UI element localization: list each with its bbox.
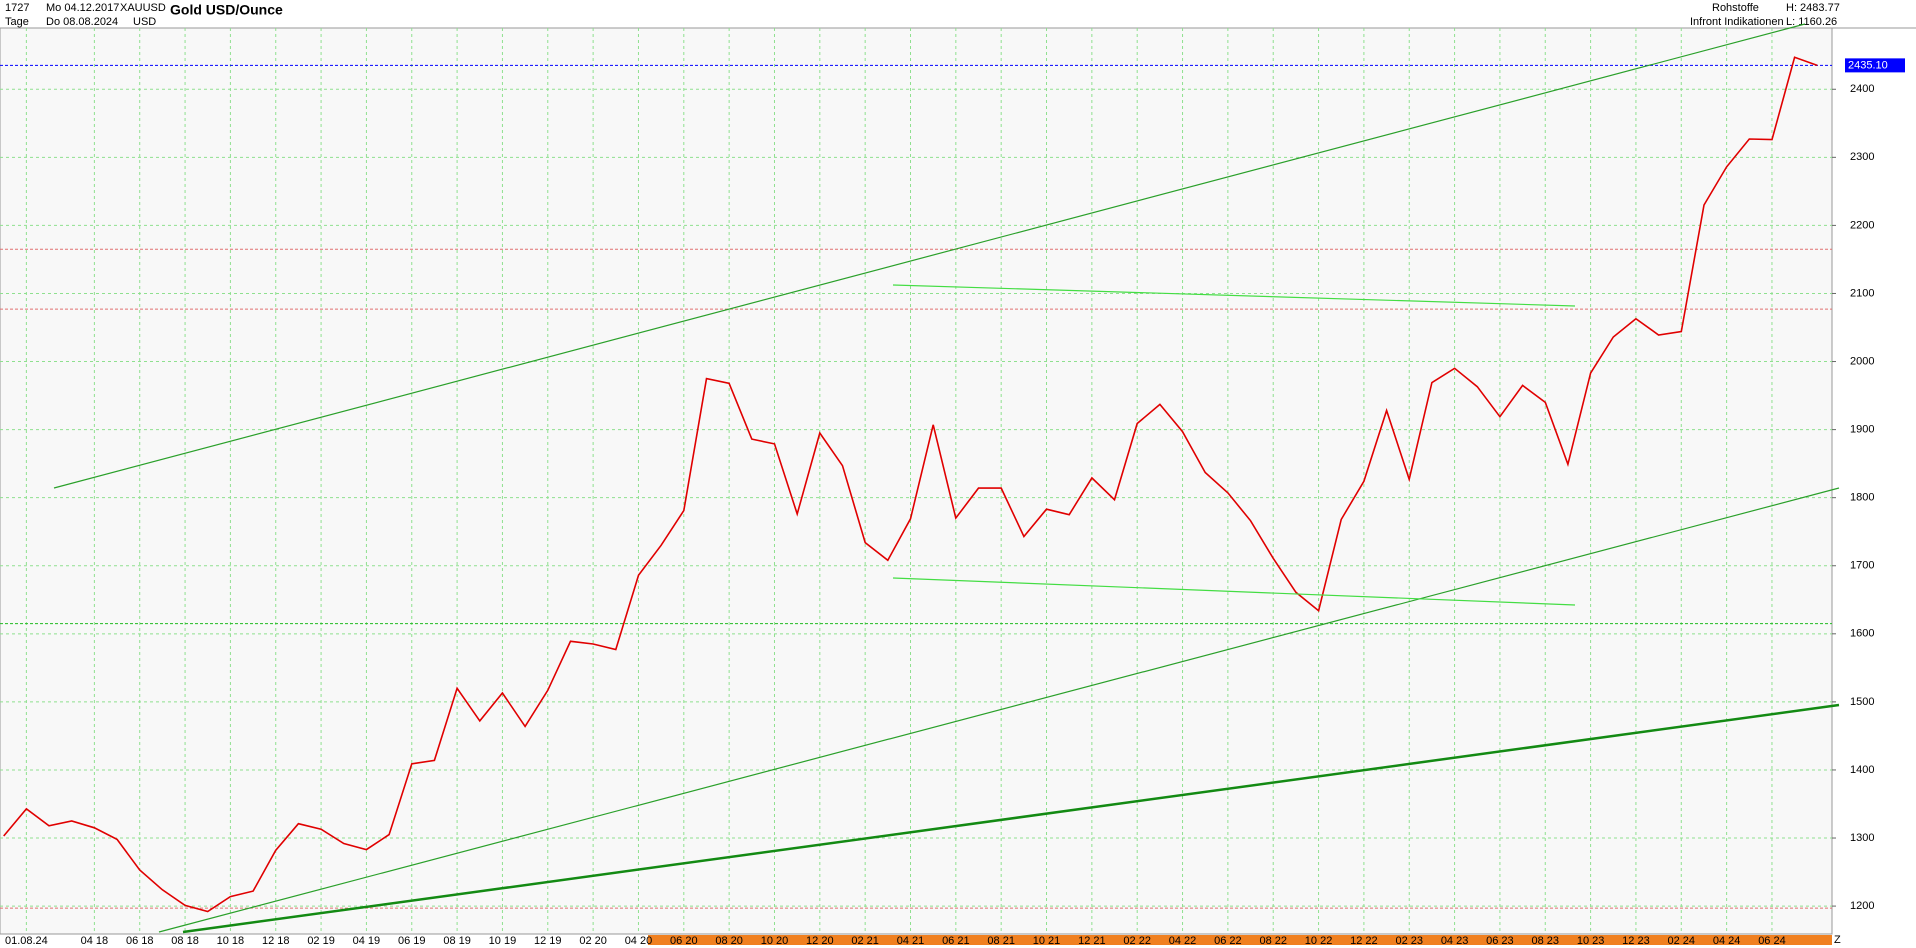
x-tick-label: 04 24 [1713,935,1741,947]
x-tick-label: 12 18 [262,935,290,947]
x-tick-label: 04 21 [897,935,925,947]
x-tick-label: 10 23 [1577,935,1605,947]
y-tick-label: 1300 [1850,832,1874,844]
y-tick-label: 1600 [1850,628,1874,640]
x-tick-label: 08 20 [715,935,743,947]
trend-line [892,284,1576,307]
x-tick-label: 08 19 [443,935,471,947]
y-tick-label: 1400 [1850,764,1874,776]
x-tick-label: 06 23 [1486,935,1514,947]
trend-line [53,23,1806,489]
currency: USD [133,16,156,28]
x-tick-label: 04 20 [625,935,653,947]
x-tick-label: 04 23 [1441,935,1469,947]
group: Rohstoffe [1712,2,1759,14]
x-tick-label: 02 24 [1668,935,1696,947]
x-tick-label: 12 21 [1078,935,1106,947]
x-tick-label: 12 23 [1622,935,1650,947]
y-tick-label: 1200 [1850,900,1874,912]
x-tick-label: 02 19 [307,935,335,947]
period: Tage [5,16,29,28]
x-tick-label: 12 19 [534,935,562,947]
x-tick-label: 01.08.24 [5,935,48,947]
x-tick-label: 06 19 [398,935,426,947]
x-tick-label: 04 22 [1169,935,1197,947]
y-tick-label: 2200 [1850,219,1874,231]
trend-line [158,487,1840,933]
y-tick-label: 2000 [1850,355,1874,367]
y-tick-label: 2300 [1850,151,1874,163]
x-tick-label: 12 20 [806,935,834,947]
trend-line [182,703,1840,934]
price-tag [1845,58,1905,73]
x-tick-label: 08 23 [1531,935,1559,947]
x-tick-label: 08 21 [987,935,1015,947]
y-tick-label: 1700 [1850,560,1874,572]
plot-area [0,27,1833,935]
x-tick-label: 02 21 [851,935,879,947]
y-tick-label: 2100 [1850,287,1874,299]
x-tick-label: 02 22 [1123,935,1151,947]
price-label: 2435.10 [1848,59,1888,71]
count: 1727 [5,2,29,14]
x-tick-label: 04 18 [81,935,109,947]
date-from: Mo 04.12.2017 [46,2,119,14]
x-tick-label: 06 24 [1758,935,1786,947]
y-tick-label: 1900 [1850,424,1874,436]
x-tick-label: 10 20 [761,935,789,947]
x-tick-label: 10 21 [1033,935,1061,947]
x-tick-label: 08 18 [171,935,199,947]
x-tick-label: 12 22 [1350,935,1378,947]
source: Infront Indikationen [1690,16,1784,28]
x-tick-label: 06 21 [942,935,970,947]
symbol: XAUUSD [120,2,166,14]
x-tick-label: 10 19 [489,935,517,947]
x-tick-label: 06 20 [670,935,698,947]
x-tick-label: 02 23 [1395,935,1423,947]
x-tick-label: 10 18 [217,935,245,947]
high: H: 2483.77 [1786,2,1840,14]
y-tick-label: 1800 [1850,492,1874,504]
range-bar [648,935,1832,945]
chart-title: Gold USD/Ounce [170,2,283,18]
x-tick-label: 06 18 [126,935,154,947]
marks: 1200 1300 1400 1500 1600 1700 1800 1900 2000 2100… [0,28,1905,947]
trend-lines [53,23,1840,934]
y-tick-label: 2400 [1850,83,1874,95]
trend-line [892,577,1576,606]
corner-label: Z [1834,934,1841,946]
low: L: 1160.26 [1786,16,1837,28]
x-tick-label: 04 19 [353,935,381,947]
x-tick-label: 02 20 [579,935,607,947]
x-tick-label: 08 22 [1259,935,1287,947]
x-tick-label: 06 22 [1214,935,1242,947]
price-line [3,56,1818,913]
y-tick-label: 1500 [1850,696,1874,708]
date-to: Do 08.08.2024 [46,16,118,28]
x-tick-label: 10 22 [1305,935,1333,947]
